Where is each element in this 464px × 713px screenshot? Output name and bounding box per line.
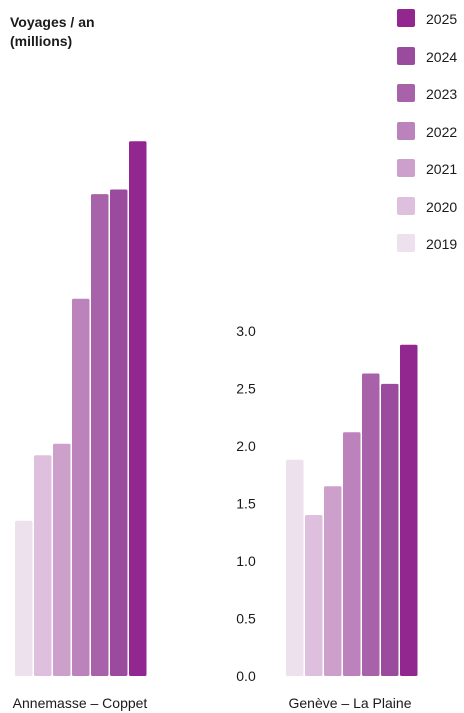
legend-label: 2023 — [426, 86, 458, 102]
y-tick-label: 0.5 — [236, 611, 256, 627]
legend-label: 2025 — [426, 11, 458, 27]
bar-2021-annemasse-coppet — [53, 443, 71, 676]
legend-label: 2021 — [426, 161, 458, 177]
legend-label: 2024 — [426, 48, 458, 65]
legend-swatch — [397, 196, 415, 215]
bar-2022-geneve-la-plaine — [343, 432, 361, 676]
y-tick-label: 1.0 — [236, 553, 256, 569]
bar-2020-geneve-la-plaine — [305, 515, 323, 676]
bar-2025-annemasse-coppet — [129, 141, 147, 676]
bar-2021-geneve-la-plaine — [324, 486, 342, 676]
y-tick-label: 0.0 — [236, 668, 256, 684]
legend-label: 2019 — [426, 236, 458, 252]
legend-label: 2022 — [426, 123, 458, 140]
bar-2025-geneve-la-plaine — [400, 344, 418, 676]
legend-label: 2020 — [426, 198, 458, 215]
legend-swatch — [397, 46, 415, 65]
bar-2019-geneve-la-plaine — [286, 459, 304, 676]
legend-swatch — [397, 159, 415, 177]
y-tick-label: 2.5 — [236, 381, 256, 397]
y-tick-label: 3.0 — [236, 323, 256, 339]
legend-swatch — [397, 121, 415, 140]
bar-2024-annemasse-coppet — [110, 189, 128, 677]
legend-swatch — [397, 234, 415, 252]
y-axis-label: Voyages / an (millions) — [10, 13, 160, 51]
y-tick-label: 2.0 — [236, 438, 256, 454]
bar-2023-annemasse-coppet — [91, 194, 109, 676]
bar-2019-annemasse-coppet — [15, 520, 33, 676]
y-tick-label: 1.5 — [236, 496, 256, 512]
bar-2022-annemasse-coppet — [72, 298, 90, 676]
legend-swatch — [397, 9, 415, 27]
bar-2020-annemasse-coppet — [34, 455, 52, 676]
legend-swatch — [397, 84, 415, 102]
y-axis-label-line-2: (millions) — [10, 33, 73, 49]
y-axis-label-line-1: Voyages / an — [10, 14, 95, 30]
bar-2024-geneve-la-plaine — [381, 383, 399, 676]
category-label: Annemasse – Coppet — [13, 695, 148, 711]
category-label: Genève – La Plaine — [289, 695, 412, 711]
bar-2023-geneve-la-plaine — [362, 373, 380, 676]
